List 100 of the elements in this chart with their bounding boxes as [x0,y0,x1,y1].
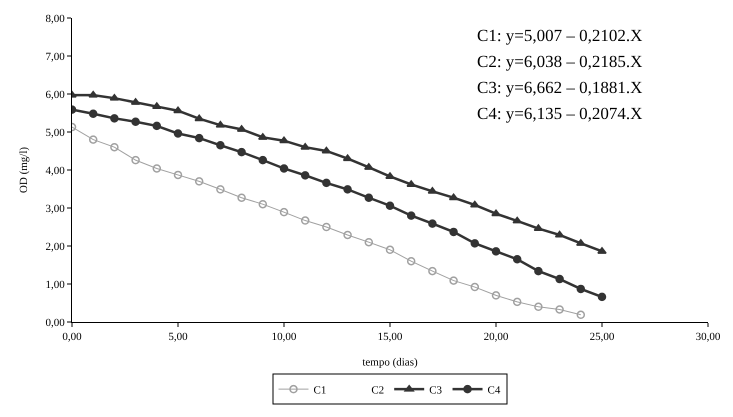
legend-label: C1 [314,384,326,396]
point [512,298,522,306]
point [258,156,268,164]
point [173,106,183,114]
point [406,256,416,266]
point [216,120,226,128]
y-tick-label: 0,00 [46,316,66,329]
point [174,170,182,180]
point [576,239,586,246]
point [88,135,98,144]
point [322,222,331,232]
x-tick-label: 20,00 [484,331,509,344]
point [110,114,119,123]
point [492,291,500,300]
point [386,201,394,210]
y-tick-label: 4,00 [46,164,66,177]
point [152,122,162,130]
point [364,193,374,202]
point [406,211,416,220]
point [449,276,458,285]
point [280,208,288,216]
point [88,110,98,118]
legend-label: C3 [429,384,443,396]
y-tick-label: 1,00 [46,278,66,291]
y-tick-label: 2,00 [46,240,66,253]
point [428,219,437,228]
point [216,141,225,150]
point [576,284,586,294]
point [152,102,162,110]
point [342,154,352,162]
point [279,136,289,144]
point [492,247,500,256]
point [258,200,268,208]
text: C2 [371,384,384,396]
point [110,94,120,101]
point [300,216,310,225]
point [300,171,310,180]
point [88,90,98,98]
point [385,172,395,179]
point [555,305,564,314]
point [576,310,586,320]
point [449,228,458,236]
legend-label: C4 [488,384,501,396]
point [280,164,288,173]
point [364,238,374,246]
point [597,247,607,254]
point [216,185,225,194]
point [555,274,564,284]
x-tick-label: 15,00 [378,331,403,344]
point [194,134,204,142]
point [470,200,480,208]
y-tick-label: 5,00 [46,126,66,139]
point [428,266,437,276]
point [174,129,182,138]
point [386,246,394,254]
point [194,114,204,122]
point [343,230,352,240]
point [300,142,310,150]
point [554,230,564,238]
x-tick-label: 25,00 [590,331,615,344]
point [237,193,246,202]
point [131,156,140,164]
annotation: C1: y=5,007 – 0,2102.X [477,26,642,45]
x-tick-label: 5,00 [168,331,188,344]
point [152,164,162,173]
point [110,142,119,152]
point [512,255,522,264]
point [406,180,416,187]
point [130,98,140,105]
point [131,117,140,126]
point [470,282,480,292]
point [534,266,543,276]
point [448,193,458,200]
point [194,177,204,186]
point [598,292,606,302]
point [236,125,246,132]
y-tick-label: 6,00 [46,88,66,101]
x-tick-label: 0,00 [62,331,82,344]
point [470,239,480,248]
point [258,133,268,140]
x-tick-label: 30,00 [696,331,721,344]
y-tick-label: 3,00 [46,202,66,215]
annotation: C4: y=6,135 – 0,2074.X [477,104,642,123]
point [512,216,522,224]
x-tick-label: 10,00 [272,331,297,344]
annotation: C3: y=6,662 – 0,1881.X [477,78,642,97]
point [491,209,501,216]
point [237,148,246,156]
point [534,224,544,232]
annotation: C2: y=6,038 – 0,2185.X [477,52,642,71]
point [534,302,543,312]
x-axis-title: tempo (dias) [362,356,418,368]
point [322,146,332,154]
point [428,187,438,194]
y-axis-title: OD (mg/l) [18,146,30,194]
y-tick-label: 8,00 [46,12,66,25]
point [322,178,331,188]
point [343,185,352,194]
y-tick-label: 7,00 [46,50,66,63]
point [364,163,374,170]
